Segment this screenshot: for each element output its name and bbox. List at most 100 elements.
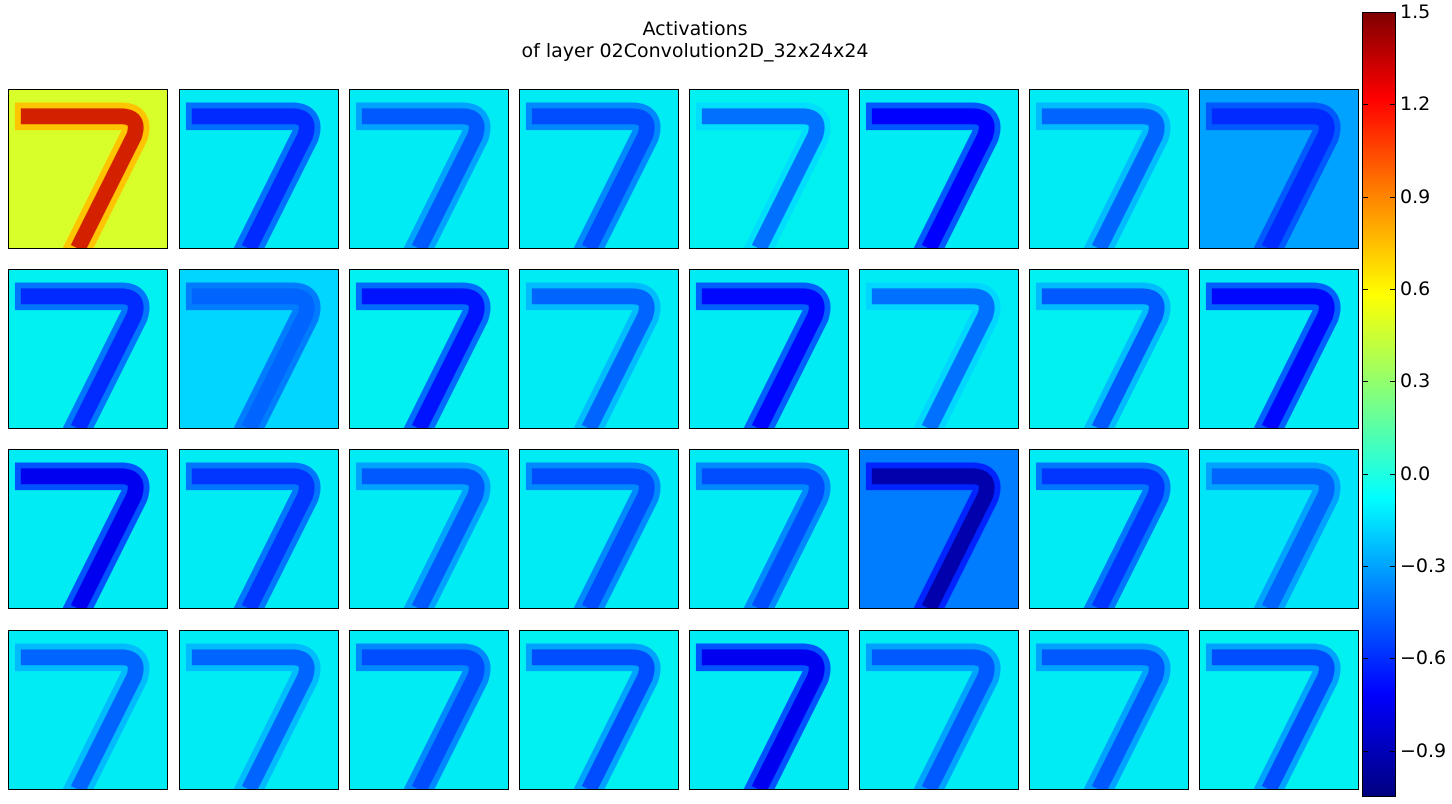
activation-map-image <box>1030 631 1188 789</box>
activation-map-image <box>520 631 678 789</box>
activation-map-image <box>1030 90 1188 248</box>
activation-map-1 <box>8 89 168 249</box>
colorbar-tick-mark <box>1362 104 1368 106</box>
colorbar-tick-label: 0.9 <box>1400 185 1431 208</box>
activation-map-image <box>350 450 508 608</box>
colorbar-tick-mark <box>1390 566 1396 568</box>
activation-map-image <box>1030 270 1188 428</box>
colorbar-tick-mark <box>1390 12 1396 13</box>
activation-map-image <box>1200 270 1358 428</box>
colorbar-tick-label: 1.2 <box>1400 93 1431 116</box>
activation-stroke <box>191 468 315 608</box>
activation-stroke <box>20 108 144 248</box>
colorbar-tick-mark <box>1362 566 1368 568</box>
activation-map-image <box>690 270 848 428</box>
colorbar-tick-label: 0.6 <box>1400 278 1431 301</box>
activation-map-9 <box>8 269 168 429</box>
activation-stroke <box>531 649 655 789</box>
activation-map-6 <box>859 89 1019 249</box>
activation-map-15 <box>1029 269 1189 429</box>
activation-stroke <box>20 288 144 428</box>
activation-stroke <box>361 108 485 248</box>
colorbar-tick-mark <box>1362 750 1368 752</box>
colorbar-tick-mark <box>1362 658 1368 660</box>
colorbar-tick-mark <box>1390 289 1396 291</box>
colorbar-tick-label: −0.9 <box>1400 739 1447 762</box>
activation-map-image <box>180 450 338 608</box>
activation-stroke <box>701 288 825 428</box>
colorbar-tick-mark <box>1362 289 1368 291</box>
activation-map-21 <box>689 449 849 609</box>
activation-map-7 <box>1029 89 1189 249</box>
chart-title-line2: of layer 02Convolution2D_32x24x24 <box>521 40 869 62</box>
colorbar-tick-mark <box>1362 473 1368 475</box>
colorbar-tick-mark <box>1390 104 1396 106</box>
colorbar-tick-mark <box>1390 473 1396 475</box>
colorbar-tick-mark <box>1362 12 1368 13</box>
activation-map-image <box>350 631 508 789</box>
colorbar <box>1362 12 1396 797</box>
activation-map-image <box>180 631 338 789</box>
activation-stroke <box>20 649 144 789</box>
colorbar-tick-mark <box>1390 658 1396 660</box>
activation-map-image <box>860 450 1018 608</box>
colorbar-tick-label: 1.5 <box>1400 1 1431 23</box>
activation-stroke <box>361 468 485 608</box>
activation-stroke <box>191 288 315 428</box>
activation-stroke <box>701 108 825 248</box>
activation-map-image <box>9 450 167 608</box>
activation-map-22 <box>859 449 1019 609</box>
activation-map-image <box>1030 450 1188 608</box>
colorbar-tick-mark <box>1390 750 1396 752</box>
activation-map-image <box>520 450 678 608</box>
activation-map-image <box>9 90 167 248</box>
colorbar-tick-label: 0.0 <box>1400 462 1431 485</box>
activation-stroke <box>871 288 995 428</box>
colorbar-tick-label: 0.3 <box>1400 370 1431 393</box>
activation-map-image <box>9 270 167 428</box>
activation-map-image <box>180 90 338 248</box>
activation-map-image <box>690 631 848 789</box>
activation-map-32 <box>1199 630 1359 790</box>
activation-stroke <box>191 108 315 248</box>
activation-map-image <box>350 90 508 248</box>
activation-map-12 <box>519 269 679 429</box>
activation-stroke <box>701 468 825 608</box>
activation-stroke <box>531 288 655 428</box>
activation-stroke <box>1041 468 1165 608</box>
activation-map-25 <box>8 630 168 790</box>
activation-map-image <box>520 270 678 428</box>
colorbar-tick-mark <box>1362 196 1368 198</box>
activation-stroke <box>1041 649 1165 789</box>
activation-map-4 <box>519 89 679 249</box>
activation-stroke <box>871 108 995 248</box>
activation-map-19 <box>349 449 509 609</box>
activation-map-29 <box>689 630 849 790</box>
activation-map-2 <box>179 89 339 249</box>
activation-map-20 <box>519 449 679 609</box>
activation-map-3 <box>349 89 509 249</box>
activation-map-26 <box>179 630 339 790</box>
activation-map-5 <box>689 89 849 249</box>
colorbar-tick-label: −0.6 <box>1400 647 1447 670</box>
activation-map-image <box>520 90 678 248</box>
activation-map-14 <box>859 269 1019 429</box>
activation-stroke <box>1041 288 1165 428</box>
activation-map-28 <box>519 630 679 790</box>
activation-map-image <box>860 270 1018 428</box>
activation-map-17 <box>8 449 168 609</box>
activation-map-16 <box>1199 269 1359 429</box>
activation-stroke <box>531 108 655 248</box>
activation-map-31 <box>1029 630 1189 790</box>
activation-map-image <box>1200 631 1358 789</box>
activation-map-30 <box>859 630 1019 790</box>
activation-stroke <box>701 649 825 789</box>
activation-stroke <box>871 468 995 608</box>
colorbar-tick-mark <box>1362 381 1368 383</box>
activation-stroke <box>361 288 485 428</box>
activation-map-11 <box>349 269 509 429</box>
activation-stroke <box>1041 108 1165 248</box>
activation-map-23 <box>1029 449 1189 609</box>
activation-map-8 <box>1199 89 1359 249</box>
activation-map-image <box>860 631 1018 789</box>
